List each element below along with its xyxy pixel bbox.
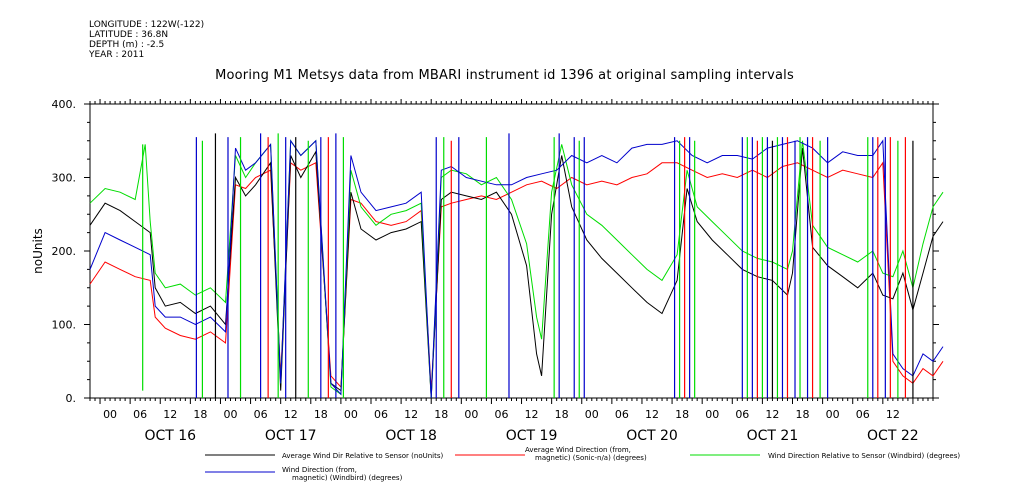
x-tick-label: 06 [735,408,749,421]
series-line-0 [89,148,944,399]
x-tick-label: 06 [374,408,388,421]
x-tick-label: 00 [464,408,478,421]
y-tick-label: 200. [52,245,77,258]
x-tick-label: 12 [886,408,900,421]
chart-title: Mooring M1 Metsys data from MBARI instru… [215,68,794,83]
x-tick-label: 00 [224,408,238,421]
legend-label: Average Wind Dir Relative to Sensor (noU… [282,452,443,460]
x-tick-label: 00 [103,408,117,421]
x-day-label: OCT 19 [506,428,558,444]
x-tick-label: 12 [525,408,539,421]
x-tick-label: 00 [344,408,358,421]
x-tick-label: 00 [585,408,599,421]
x-tick-label: 06 [133,408,147,421]
y-axis-label: noUnits [31,228,45,274]
x-tick-label: 18 [193,408,207,421]
y-tick-label: 100. [52,319,77,332]
legend-label: Wind Direction Relative to Sensor (Windb… [768,452,960,460]
x-tick-label: 00 [705,408,719,421]
longitude-label: LONGITUDE : 122W(-122) [89,20,205,30]
x-tick-label: 18 [796,408,810,421]
plot-frame [89,103,934,399]
series-line-3 [89,139,944,399]
metadata-block: LONGITUDE : 122W(-122) LATITUDE : 36.8N … [89,20,204,60]
legend-label: Wind Direction (from, [282,466,357,474]
series-line-2 [89,139,944,399]
x-tick-label: 06 [615,408,629,421]
x-day-label: OCT 22 [867,428,919,444]
x-tick-label: 12 [404,408,418,421]
x-tick-label: 18 [434,408,448,421]
x-tick-label: 06 [856,408,870,421]
x-day-label: OCT 18 [385,428,437,444]
x-tick-label: 18 [555,408,569,421]
x-tick-label: 18 [675,408,689,421]
x-tick-label: 00 [826,408,840,421]
legend-label: Average Wind Direction (from, [525,446,631,454]
x-tick-label: 06 [254,408,268,421]
x-tick-label: 12 [765,408,779,421]
legend-label: magnetic) (Windbird) (degrees) [292,474,403,482]
y-tick-label: 0. [66,392,77,405]
latitude-label: LATITUDE : 36.8N [89,30,169,40]
x-tick-label: 18 [314,408,328,421]
y-tick-label: 400. [52,98,77,111]
x-day-label: OCT 20 [626,428,678,444]
x-day-label: OCT 21 [747,428,799,444]
x-tick-label: 06 [494,408,508,421]
x-tick-label: 12 [284,408,298,421]
x-day-label: OCT 17 [265,428,317,444]
x-day-label: OCT 16 [144,428,196,444]
depth-label: DEPTH (m) : -2.5 [89,40,165,50]
series-line-1 [89,161,944,391]
legend-label: magnetic) (Sonic-n/a) (degrees) [535,454,647,462]
y-tick-label: 300. [52,172,77,185]
x-tick-label: 12 [163,408,177,421]
year-label: YEAR : 2011 [89,50,145,60]
x-tick-label: 12 [645,408,659,421]
